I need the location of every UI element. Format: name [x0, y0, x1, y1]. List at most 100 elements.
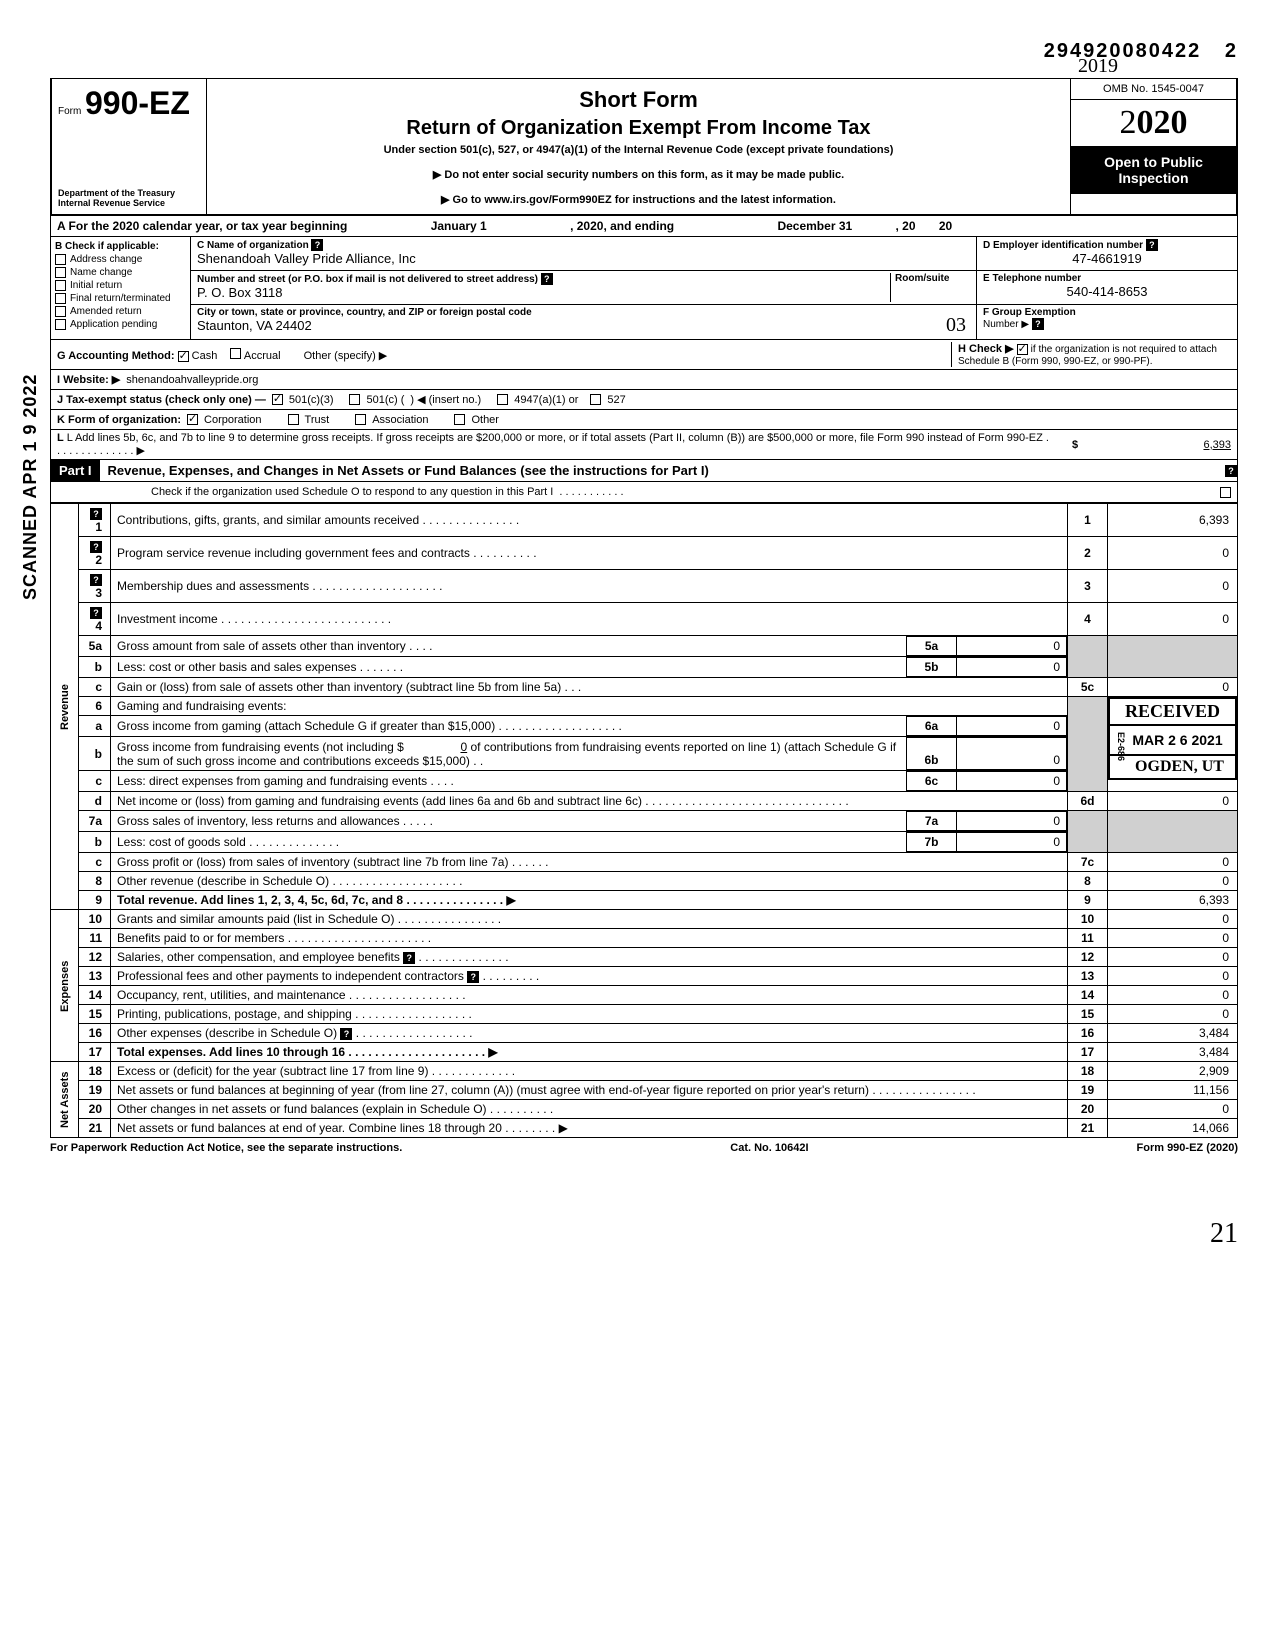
- handwritten-room: 03: [946, 314, 966, 337]
- checkbox-association[interactable]: [355, 414, 366, 425]
- inspection-label: Inspection: [1075, 170, 1232, 186]
- checkbox-corporation[interactable]: [187, 414, 198, 425]
- footer-right: Form 990-EZ (2020): [1137, 1142, 1239, 1154]
- footer-left: For Paperwork Reduction Act Notice, see …: [50, 1142, 402, 1154]
- section-revenue: Revenue: [51, 504, 79, 910]
- line-7c-amount: 0: [1108, 853, 1238, 872]
- row-a-tax-year: A For the 2020 calendar year, or tax yea…: [50, 216, 1238, 237]
- help-icon[interactable]: ?: [1146, 239, 1158, 251]
- c-label: C Name of organization: [197, 240, 309, 251]
- org-name: Shenandoah Valley Pride Alliance, Inc: [197, 251, 416, 266]
- line-11-amount: 0: [1108, 929, 1238, 948]
- ein-value: 47-4661919: [983, 251, 1231, 266]
- phone-value: 540-414-8653: [983, 284, 1231, 299]
- line-5a-amount: 0: [957, 637, 1067, 656]
- footer: For Paperwork Reduction Act Notice, see …: [50, 1138, 1238, 1158]
- line-20-amount: 0: [1108, 1100, 1238, 1119]
- footer-center: Cat. No. 10642I: [730, 1142, 808, 1154]
- part1-header: Part I Revenue, Expenses, and Changes in…: [50, 460, 1238, 482]
- website-value: shenandoahvalleypride.org: [126, 374, 258, 386]
- main-table: Revenue ? 1 Contributions, gifts, grants…: [50, 503, 1238, 1138]
- line-5b-amount: 0: [957, 658, 1067, 677]
- city-label: City or town, state or province, country…: [197, 307, 532, 318]
- line-1-amount: 6,393: [1108, 504, 1238, 537]
- help-icon[interactable]: ?: [311, 239, 323, 251]
- form-number: 990-EZ: [85, 85, 190, 121]
- ssn-notice: Do not enter social security numbers on …: [219, 168, 1058, 181]
- dept-irs: Internal Revenue Service: [58, 198, 200, 208]
- checkbox-527[interactable]: [590, 394, 601, 405]
- j-label: J Tax-exempt status (check only one) —: [57, 394, 266, 406]
- line-19-amount: 11,156: [1108, 1081, 1238, 1100]
- checkbox-address-change[interactable]: [55, 254, 66, 265]
- line-14-amount: 0: [1108, 986, 1238, 1005]
- g-label: G Accounting Method:: [57, 350, 175, 362]
- dln-extra: 2: [1225, 40, 1238, 62]
- line-6a-amount: 0: [957, 717, 1067, 736]
- help-icon[interactable]: ?: [1225, 465, 1237, 477]
- org-city: Staunton, VA 24402: [197, 318, 312, 333]
- form-title: Short Form: [219, 87, 1058, 113]
- checkbox-501c3[interactable]: [272, 394, 283, 405]
- line-10-amount: 0: [1108, 910, 1238, 929]
- ogden-stamp: OGDEN, UT: [1108, 756, 1237, 780]
- checkbox-4947[interactable]: [497, 394, 508, 405]
- checkbox-h[interactable]: [1017, 344, 1028, 355]
- checkbox-amended-return[interactable]: [55, 306, 66, 317]
- dept-treasury: Department of the Treasury: [58, 188, 200, 198]
- l-amount: 6,393: [1101, 439, 1231, 451]
- e-label: E Telephone number: [983, 273, 1081, 284]
- tax-year: 20202020: [1071, 100, 1236, 146]
- k-label: K Form of organization:: [57, 414, 181, 426]
- checkbox-other-org[interactable]: [454, 414, 465, 425]
- line-4-amount: 0: [1108, 603, 1238, 636]
- line-6c-amount: 0: [957, 772, 1067, 791]
- section-expenses: Expenses: [51, 910, 79, 1062]
- checkbox-name-change[interactable]: [55, 267, 66, 278]
- line-16-amount: 3,484: [1108, 1024, 1238, 1043]
- scanned-stamp: SCANNED APR 1 9 2022: [20, 374, 41, 600]
- top-numbers: 294920080422 2 2019: [50, 40, 1238, 78]
- col-b-label: B Check if applicable:: [55, 241, 186, 252]
- line-3-amount: 0: [1108, 570, 1238, 603]
- form-label: Form: [58, 106, 81, 117]
- received-stamp: RECEIVED: [1108, 697, 1237, 726]
- help-icon[interactable]: ?: [541, 273, 553, 285]
- info-grid: B Check if applicable: Address change Na…: [50, 237, 1238, 340]
- line-7a-amount: 0: [957, 812, 1067, 831]
- section-text: Under section 501(c), 527, or 4947(a)(1)…: [219, 144, 1058, 156]
- checkbox-cash[interactable]: [178, 351, 189, 362]
- f-sub: Number ▶: [983, 319, 1029, 330]
- street-label: Number and street (or P.O. box if mail i…: [197, 274, 538, 285]
- part1-label: Part I: [51, 460, 100, 481]
- f-label: F Group Exemption: [983, 307, 1076, 318]
- l-text: L Add lines 5b, 6c, and 7b to line 9 to …: [67, 432, 1043, 444]
- d-label: D Employer identification number: [983, 240, 1143, 251]
- line-2-amount: 0: [1108, 537, 1238, 570]
- checkbox-application-pending[interactable]: [55, 319, 66, 330]
- line-7b-amount: 0: [957, 833, 1067, 852]
- line-17-amount: 3,484: [1108, 1043, 1238, 1062]
- received-date: E2-686 MAR 2 6 2021: [1108, 726, 1237, 756]
- line-18-amount: 2,909: [1108, 1062, 1238, 1081]
- checkbox-501c[interactable]: [349, 394, 360, 405]
- i-label: I Website: ▶: [57, 373, 120, 386]
- part1-check-text: Check if the organization used Schedule …: [151, 486, 553, 498]
- checkbox-trust[interactable]: [288, 414, 299, 425]
- help-icon[interactable]: ?: [1032, 318, 1044, 330]
- line-8-amount: 0: [1108, 872, 1238, 891]
- form-subtitle: Return of Organization Exempt From Incom…: [219, 117, 1058, 140]
- line-6b-amount: 0: [957, 738, 1067, 770]
- line-15-amount: 0: [1108, 1005, 1238, 1024]
- rows-g-l: G Accounting Method: Cash Accrual Other …: [50, 340, 1238, 460]
- omb-number: OMB No. 1545-0047: [1071, 79, 1236, 100]
- checkbox-schedule-o[interactable]: [1220, 487, 1231, 498]
- checkbox-initial-return[interactable]: [55, 280, 66, 291]
- line-9-amount: 6,393: [1108, 891, 1238, 910]
- checkbox-final-return[interactable]: [55, 293, 66, 304]
- checkbox-accrual[interactable]: [230, 348, 241, 359]
- line-13-amount: 0: [1108, 967, 1238, 986]
- line-6d-amount: 0: [1108, 792, 1238, 811]
- handwritten-bottom: 21: [1210, 1218, 1238, 1249]
- open-public: Open to Public: [1075, 154, 1232, 170]
